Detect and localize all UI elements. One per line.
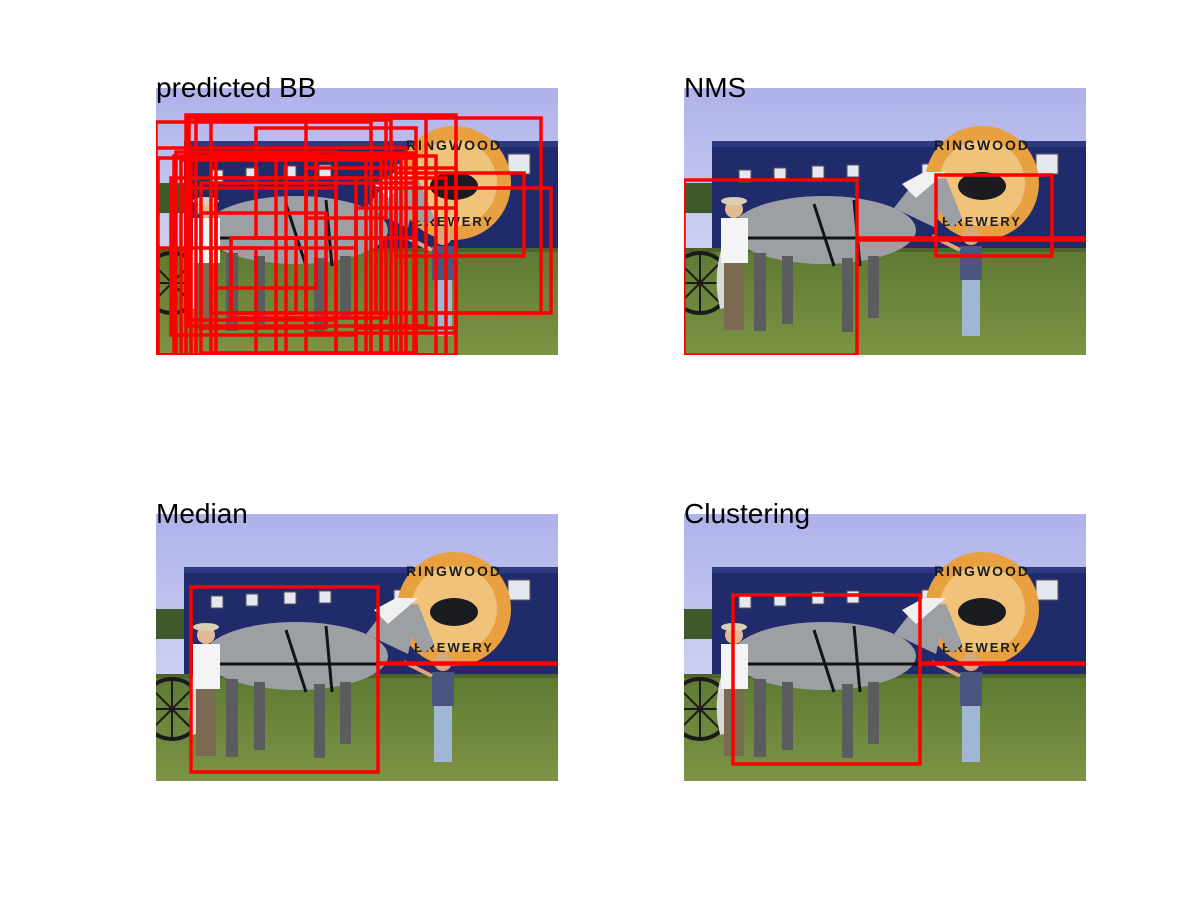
- svg-text:RINGWOOD: RINGWOOD: [406, 137, 502, 153]
- bounding-box: [156, 246, 258, 355]
- panel-predicted-bb: predicted BB RINGWOOD BREWERY: [156, 74, 558, 355]
- bounding-box: [934, 173, 1054, 258]
- photo: RINGWOOD BREWERY: [156, 514, 558, 781]
- bounding-box: [184, 186, 338, 322]
- bounding-box-overlay: [731, 593, 1086, 766]
- bounding-box: [918, 661, 1086, 666]
- panel-nms: NMS RINGWOOD BREWERY: [684, 74, 1086, 355]
- bounding-box: [374, 186, 553, 315]
- photo: RINGWOOD BREWERY: [684, 514, 1086, 781]
- bounding-box: [684, 178, 859, 355]
- bounding-box: [855, 236, 1086, 242]
- panel-clustering: Clustering RINGWOOD BREWERY: [684, 500, 1086, 781]
- bounding-box-overlay: [189, 585, 558, 774]
- bounding-box: [376, 661, 558, 666]
- svg-text:RINGWOOD: RINGWOOD: [406, 563, 502, 579]
- svg-text:RINGWOOD: RINGWOOD: [934, 137, 1030, 153]
- bounding-box: [304, 156, 403, 355]
- bounding-box: [731, 593, 922, 766]
- bounding-box: [156, 146, 408, 355]
- photo: RINGWOOD BREWERY: [684, 88, 1086, 355]
- bounding-box: [334, 151, 416, 355]
- bounding-box: [229, 236, 298, 315]
- bounding-box: [189, 585, 380, 774]
- bounding-box: [214, 151, 318, 290]
- panel-title: Median: [156, 498, 248, 529]
- svg-text:RINGWOOD: RINGWOOD: [934, 563, 1030, 579]
- bounding-box: [172, 154, 368, 355]
- bounding-box: [394, 171, 526, 258]
- bounding-box: [354, 206, 458, 330]
- bounding-box-overlay: [684, 173, 1086, 355]
- panel-title: NMS: [684, 72, 747, 103]
- panel-median: Median RINGWOOD BREWERY: [156, 500, 558, 781]
- panel-title: Clustering: [684, 498, 811, 529]
- bounding-box: [199, 211, 328, 330]
- bounding-box-overlay: [156, 113, 553, 355]
- panel-title: predicted BB: [156, 72, 317, 103]
